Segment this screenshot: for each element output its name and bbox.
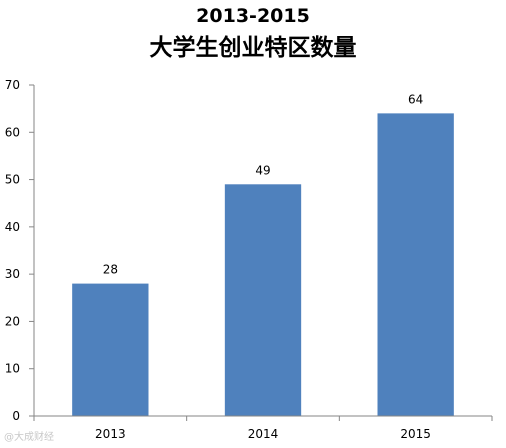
y-tick-label: 10 — [5, 362, 20, 376]
x-axis-ticks: 2013 2014 2015 — [33, 416, 493, 441]
y-tick-label: 70 — [5, 78, 20, 92]
y-tick-label: 20 — [5, 314, 20, 328]
x-tick-label: 2014 — [248, 427, 279, 441]
bar-2013 — [72, 283, 149, 416]
y-tick-label: 0 — [12, 409, 20, 423]
data-labels: 28 49 64 — [103, 92, 424, 276]
y-axis-ticks: 0 10 20 30 40 50 60 70 — [5, 78, 34, 423]
data-label-2014: 49 — [255, 163, 270, 177]
y-tick-label: 50 — [5, 173, 20, 187]
x-tick-label: 2015 — [400, 427, 431, 441]
bar-2015 — [377, 113, 454, 416]
x-tick-label: 2013 — [95, 427, 126, 441]
bars — [72, 113, 454, 416]
y-tick-label: 40 — [5, 220, 20, 234]
chart-title: 2013-2015 — [196, 5, 310, 27]
data-label-2013: 28 — [103, 263, 118, 277]
watermark-text: @大成财经 — [4, 430, 54, 443]
data-label-2015: 64 — [408, 92, 423, 106]
bar-2014 — [224, 184, 302, 416]
y-tick-label: 30 — [5, 267, 20, 281]
chart-subtitle: 大学生创业特区数量 — [150, 34, 357, 61]
y-tick-label: 60 — [5, 125, 20, 139]
